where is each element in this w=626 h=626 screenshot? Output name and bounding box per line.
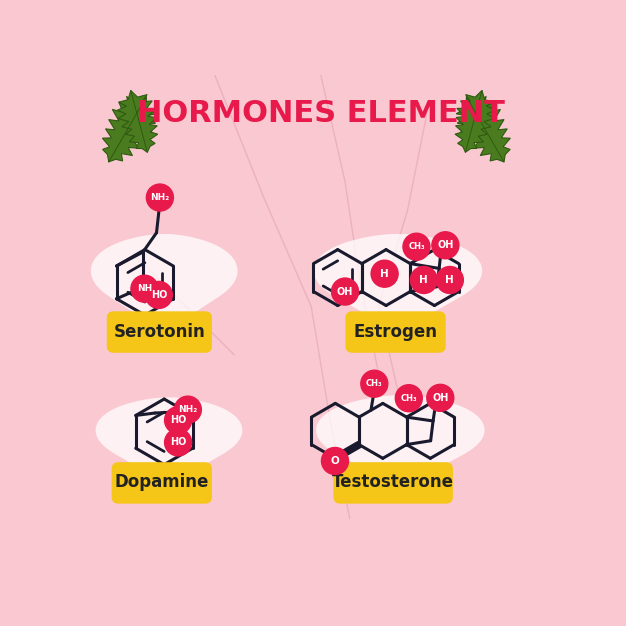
Text: NH₂: NH₂: [150, 193, 170, 202]
Circle shape: [410, 267, 438, 294]
Circle shape: [145, 282, 172, 309]
Circle shape: [403, 233, 430, 260]
FancyBboxPatch shape: [346, 311, 446, 353]
Circle shape: [371, 260, 398, 287]
Circle shape: [432, 232, 459, 259]
Polygon shape: [455, 91, 495, 152]
Polygon shape: [91, 234, 237, 322]
Text: HO: HO: [151, 290, 167, 300]
Circle shape: [165, 429, 192, 456]
Polygon shape: [316, 395, 485, 478]
Text: CH₃: CH₃: [401, 394, 417, 403]
FancyBboxPatch shape: [107, 311, 212, 353]
Polygon shape: [456, 96, 510, 162]
Text: HORMONES ELEMENT: HORMONES ELEMENT: [137, 99, 505, 128]
FancyBboxPatch shape: [334, 462, 453, 504]
Circle shape: [131, 275, 158, 302]
Polygon shape: [96, 398, 242, 476]
Text: HO: HO: [170, 415, 187, 425]
Text: H: H: [419, 275, 428, 285]
Text: Testosterone: Testosterone: [332, 473, 454, 491]
Text: CH₃: CH₃: [366, 379, 382, 388]
Circle shape: [165, 407, 192, 434]
Text: CH₃: CH₃: [408, 242, 425, 251]
Text: NH: NH: [137, 284, 152, 293]
Circle shape: [395, 385, 423, 412]
Text: H: H: [380, 269, 389, 279]
Circle shape: [361, 370, 388, 398]
FancyBboxPatch shape: [111, 462, 212, 504]
Text: NH₂: NH₂: [178, 405, 197, 414]
Text: HO: HO: [170, 438, 187, 448]
Circle shape: [332, 278, 359, 305]
Circle shape: [146, 184, 173, 211]
Circle shape: [322, 448, 349, 475]
Text: OH: OH: [432, 393, 448, 403]
Polygon shape: [103, 96, 156, 162]
Polygon shape: [117, 91, 158, 152]
Circle shape: [427, 384, 454, 411]
Text: O: O: [331, 456, 339, 466]
Circle shape: [436, 267, 463, 294]
Circle shape: [175, 396, 202, 423]
Text: Dopamine: Dopamine: [115, 473, 209, 491]
Text: Estrogen: Estrogen: [354, 322, 438, 341]
Text: H: H: [446, 275, 454, 285]
Polygon shape: [314, 234, 482, 322]
Text: Serotonin: Serotonin: [113, 322, 205, 341]
Text: OH: OH: [437, 240, 454, 250]
Text: OH: OH: [337, 287, 353, 297]
